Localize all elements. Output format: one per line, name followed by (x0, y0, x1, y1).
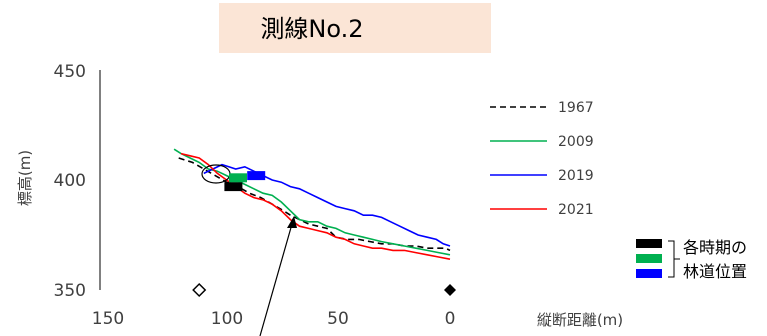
x-tick-label: 50 (327, 309, 349, 329)
forest-road-marker (224, 182, 243, 192)
road-swatch-blue (636, 269, 662, 278)
x-tick-label: 0 (445, 309, 456, 329)
callout-arrowhead (287, 216, 297, 228)
callout-arrow-shaft (259, 223, 293, 336)
series-line-2021 (180, 152, 451, 260)
filled-diamond-marker (444, 284, 456, 296)
road-swatch-black (636, 239, 662, 248)
series-layer (173, 148, 451, 260)
x-tick-label: 100 (211, 309, 243, 329)
road-legend-bracket (668, 240, 680, 278)
x-tick-label: 150 (92, 309, 124, 329)
road-legend-line2: 林道位置 (683, 262, 747, 281)
marker-layer (192, 282, 456, 298)
road-legend-line1: 各時期の (683, 238, 747, 257)
forest-road-layer (224, 171, 266, 192)
series-line-2019 (203, 163, 451, 247)
legend-label-2009: 2009 (558, 134, 594, 150)
forest-road-marker (247, 171, 266, 181)
x-axis-title: 縦断距離(m) (537, 311, 623, 329)
y-axis-title: 標高(m) (16, 150, 34, 206)
legend-label-1967: 1967 (558, 100, 594, 116)
title-box (219, 3, 491, 53)
legend-label-2019: 2019 (558, 168, 594, 184)
chart-title: 測線No.2 (260, 15, 363, 43)
open-diamond-marker (192, 282, 207, 298)
legend-label-2021: 2021 (558, 202, 594, 218)
y-tick-label: 350 (54, 281, 86, 301)
forest-road-marker (229, 173, 247, 183)
series-line-1967 (178, 157, 451, 252)
y-tick-label: 450 (54, 62, 86, 82)
road-swatch-green (636, 254, 662, 263)
y-tick-label: 400 (54, 171, 86, 191)
legend: 1967 2009 2019 2021 (490, 100, 594, 218)
